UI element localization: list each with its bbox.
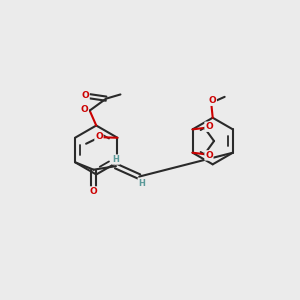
Text: O: O <box>95 132 103 141</box>
Text: O: O <box>80 106 88 115</box>
Text: O: O <box>205 122 213 131</box>
Text: O: O <box>90 187 98 196</box>
Text: H: H <box>138 178 145 188</box>
Text: H: H <box>112 155 119 164</box>
Text: O: O <box>81 91 89 100</box>
Text: O: O <box>205 151 213 160</box>
Text: O: O <box>208 96 216 105</box>
